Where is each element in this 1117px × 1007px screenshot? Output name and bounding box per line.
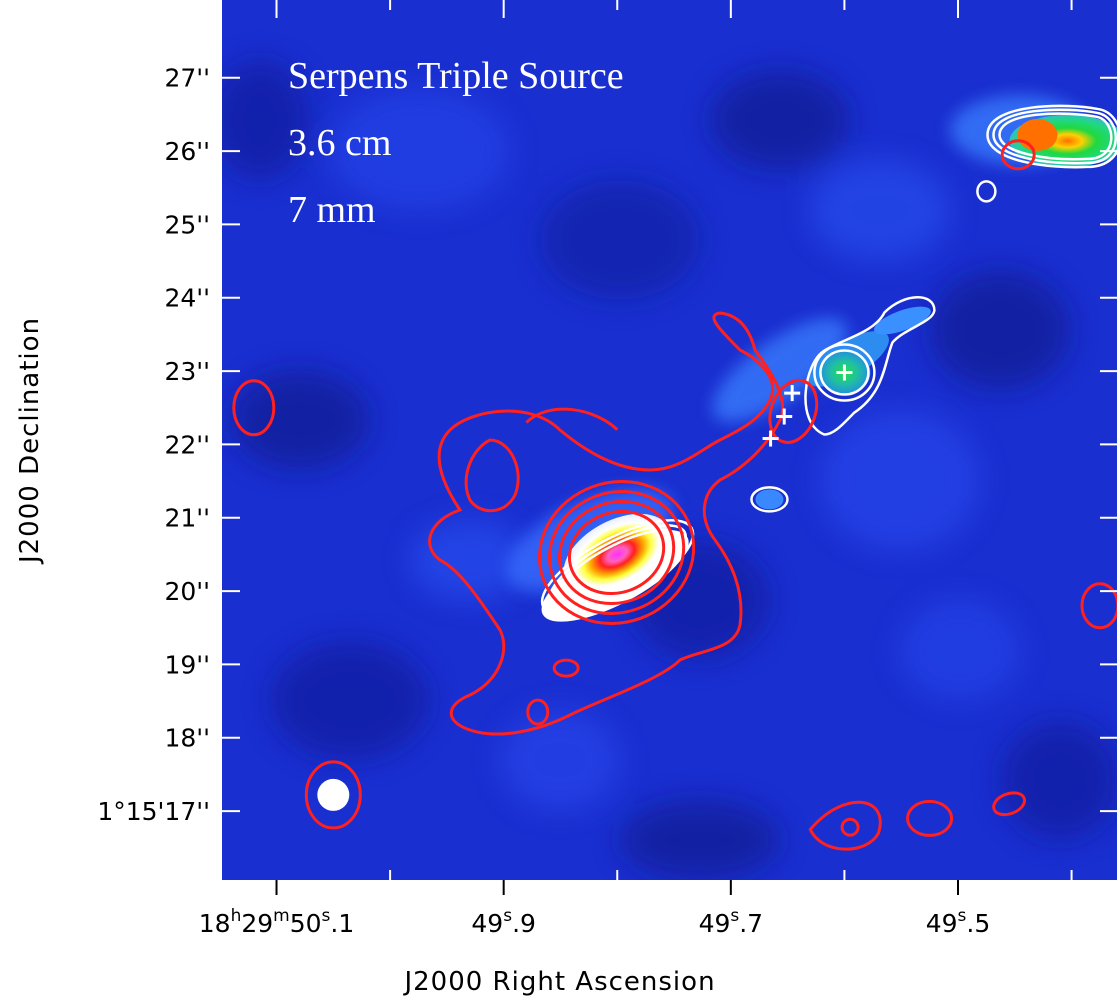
beam-36cm: [304, 760, 362, 830]
red-contour-lobe: [464, 438, 520, 513]
central-red-contour: [537, 480, 696, 626]
northwest-white-contour: [998, 112, 1113, 161]
small-white-contour: [976, 180, 997, 203]
y-tick-label: 26'': [164, 137, 210, 166]
beam-marker: [304, 760, 362, 830]
south-red-contour-inner: [840, 817, 860, 837]
middle-source-jet: [874, 306, 931, 335]
y-tick-label: 20'': [164, 577, 210, 606]
y-tick-label: 21'': [164, 504, 210, 533]
red-contour-blob: [526, 698, 550, 726]
isolated-red-contour: [232, 379, 276, 437]
y-tick-label: 22'': [164, 430, 210, 459]
y-tick-label: 23'': [164, 357, 210, 386]
y-tick-label: 27'': [164, 64, 210, 93]
northwest-source-core: [1017, 118, 1058, 151]
middle-red-contour: [768, 378, 819, 444]
x-tick-labels: 18h29m50s.1 49s.9 49s.7 49s.5: [199, 906, 990, 938]
central-red-contour: [547, 490, 686, 616]
y-tick-label: 1°15'17'': [97, 797, 210, 826]
y-tick-label: 19'': [164, 650, 210, 679]
northwest-white-contour: [986, 104, 1117, 169]
beam-7mm: [317, 778, 350, 811]
x-tick-label: 49s.5: [926, 906, 991, 938]
knot-fill: [755, 489, 784, 510]
northwest-red-contour: [1000, 139, 1036, 171]
x-tick-label: 49s.9: [471, 906, 536, 938]
red-contour-blob: [552, 658, 580, 678]
title-wavelength-7mm: 7 mm: [288, 189, 376, 231]
x-axis-title: J2000 Right Ascension: [402, 967, 715, 997]
y-tick-label: 24'': [164, 284, 210, 313]
south-red-contour: [992, 791, 1027, 817]
knot-white-contour: [750, 486, 789, 513]
x-tick-label: 49s.7: [699, 906, 764, 938]
central-white-contour: [555, 529, 680, 607]
plot-area: [222, 0, 1117, 880]
contours-3.6cm: [232, 139, 1117, 851]
axis-ticks: [222, 0, 1117, 895]
south-red-contour: [808, 800, 882, 851]
middle-inner-white-contour: [813, 343, 876, 402]
y-axis-title: J2000 Declination: [15, 317, 45, 565]
south-red-contour: [906, 799, 954, 837]
outer-red-contour: [428, 311, 785, 736]
y-tick-labels: 27'' 26'' 25'' 24'' 23'' 22'' 21'' 20'' 19'' 18''…: [97, 64, 210, 826]
contours-7mm: [540, 104, 1117, 617]
east-red-contour: [1080, 582, 1117, 630]
central-red-contour: [557, 500, 676, 606]
source-crosses: [762, 364, 853, 447]
x-tick-label: 18h29m50s.1: [199, 906, 355, 938]
title-wavelength-36cm: 3.6 cm: [288, 122, 391, 164]
red-contour-arc: [525, 407, 619, 431]
northwest-white-contour: [992, 108, 1117, 165]
y-tick-label: 25'': [164, 210, 210, 239]
y-tick-label: 18'': [164, 724, 210, 753]
central-red-contour: [567, 510, 666, 596]
title-source-name: Serpens Triple Source: [288, 55, 624, 97]
middle-inner-white-contour: [819, 349, 870, 396]
